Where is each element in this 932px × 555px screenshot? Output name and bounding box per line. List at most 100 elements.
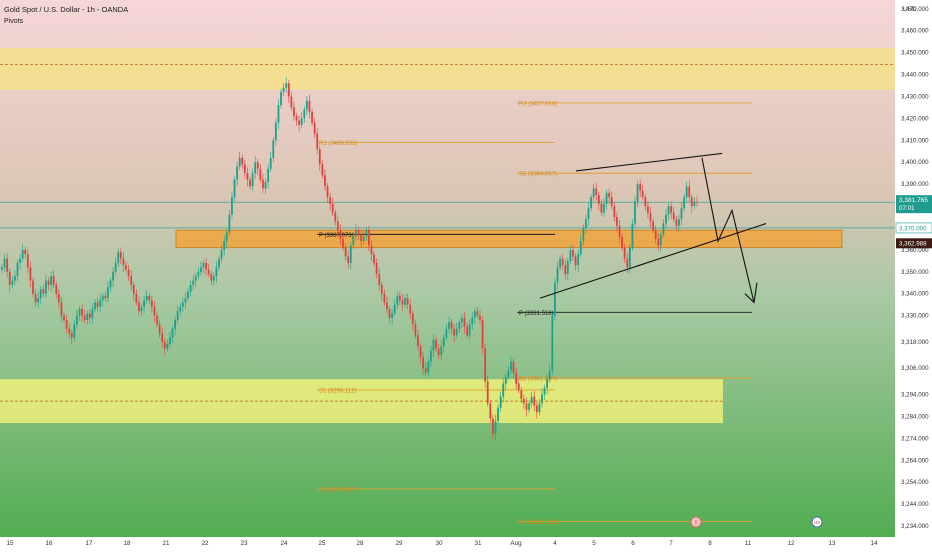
candle bbox=[491, 418, 494, 434]
candle bbox=[236, 166, 239, 180]
candle bbox=[468, 324, 471, 336]
candle bbox=[344, 247, 347, 257]
candle bbox=[556, 267, 559, 283]
candle bbox=[592, 188, 595, 198]
candle bbox=[119, 252, 122, 259]
candle bbox=[587, 208, 590, 220]
pivot-label: R1 (3409.032) bbox=[319, 141, 357, 147]
chart-title: Gold Spot / U.S. Dollar - 1h - OANDA bbox=[4, 5, 128, 14]
candle bbox=[543, 387, 546, 395]
candle bbox=[316, 133, 319, 150]
candle bbox=[238, 157, 241, 167]
candle bbox=[251, 173, 254, 187]
candle bbox=[484, 348, 487, 382]
candle bbox=[34, 293, 37, 303]
us-flag-icon-label: US bbox=[814, 520, 820, 525]
price-tick-label: 3,274.000 bbox=[901, 435, 929, 442]
candle bbox=[11, 280, 14, 285]
candle bbox=[494, 420, 497, 434]
time-tick-label: 6 bbox=[631, 540, 635, 547]
candle bbox=[600, 203, 603, 213]
candle bbox=[603, 203, 605, 213]
candle bbox=[197, 271, 200, 277]
candle bbox=[65, 320, 68, 329]
candle bbox=[143, 300, 146, 307]
candle bbox=[644, 197, 647, 207]
candle bbox=[678, 219, 680, 226]
candle bbox=[448, 322, 450, 329]
candle bbox=[300, 118, 303, 125]
time-tick-label: 29 bbox=[395, 540, 403, 547]
candle bbox=[269, 157, 272, 169]
candle bbox=[634, 201, 636, 224]
candle bbox=[574, 256, 577, 266]
candle bbox=[442, 337, 445, 347]
price-tick-label: 3,360.000 bbox=[901, 247, 929, 254]
candle bbox=[647, 206, 649, 213]
time-tick-label: 31 bbox=[474, 540, 482, 547]
candle bbox=[417, 335, 419, 347]
candle bbox=[667, 206, 670, 215]
candle bbox=[636, 184, 639, 202]
price-tick-label: 3,254.000 bbox=[901, 479, 929, 486]
candle bbox=[156, 315, 158, 325]
candle bbox=[91, 309, 94, 318]
candle bbox=[429, 350, 432, 362]
pivot-label: P (3367.073) bbox=[319, 233, 354, 239]
candle bbox=[220, 249, 223, 259]
candle bbox=[295, 116, 298, 121]
candle bbox=[150, 300, 153, 307]
time-tick-label: 5 bbox=[592, 540, 596, 547]
candle bbox=[460, 317, 463, 323]
candle bbox=[21, 249, 24, 259]
channel-lower-line bbox=[539, 223, 767, 299]
candle bbox=[1, 267, 3, 270]
candle bbox=[621, 236, 623, 248]
candle bbox=[241, 157, 244, 165]
candle bbox=[406, 298, 409, 305]
candle bbox=[424, 368, 427, 373]
price-tick-label: 3,340.000 bbox=[901, 291, 929, 298]
candle bbox=[243, 164, 246, 174]
candle bbox=[626, 258, 629, 268]
price-tick-label: 3,294.000 bbox=[901, 392, 929, 399]
candle bbox=[355, 230, 357, 237]
candle bbox=[215, 267, 218, 277]
price-tick-label: 3,318.000 bbox=[901, 339, 929, 346]
candle bbox=[471, 317, 474, 325]
candle bbox=[349, 245, 352, 264]
candle bbox=[287, 83, 290, 97]
candle bbox=[419, 346, 422, 358]
candle bbox=[652, 221, 654, 231]
candle bbox=[184, 298, 187, 303]
candle bbox=[559, 258, 561, 268]
candle bbox=[504, 376, 507, 384]
candle bbox=[280, 92, 282, 106]
candle bbox=[318, 149, 321, 165]
candle bbox=[181, 302, 184, 307]
countdown-label: 07:01 bbox=[899, 205, 915, 212]
alert-icon-label: ! bbox=[695, 521, 697, 527]
candle bbox=[138, 302, 140, 312]
candle bbox=[582, 227, 585, 242]
candle bbox=[86, 313, 89, 321]
candle bbox=[440, 346, 443, 356]
candle bbox=[70, 333, 73, 338]
candle bbox=[623, 247, 626, 259]
candle bbox=[375, 263, 378, 274]
candle bbox=[117, 252, 120, 264]
candle bbox=[489, 403, 492, 419]
candle bbox=[670, 206, 673, 213]
candle bbox=[683, 197, 685, 209]
candle bbox=[3, 258, 6, 268]
candle bbox=[37, 298, 40, 303]
candle bbox=[171, 328, 174, 338]
candle bbox=[391, 313, 394, 318]
price-tick-label: 3,330.000 bbox=[901, 313, 929, 320]
candle bbox=[517, 383, 520, 391]
candle bbox=[566, 260, 569, 274]
candle bbox=[435, 339, 437, 349]
candle bbox=[277, 105, 280, 123]
